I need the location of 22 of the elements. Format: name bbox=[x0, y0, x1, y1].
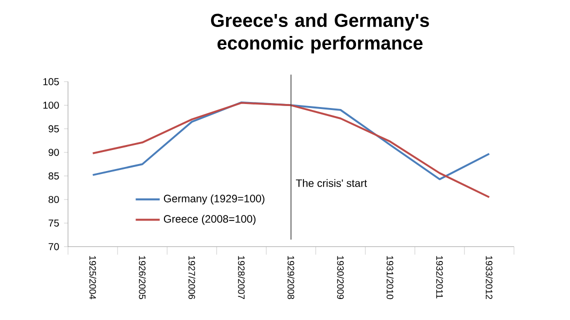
x-tick-label: 1928/2007 bbox=[238, 256, 245, 300]
x-tick-label: 1932/2011 bbox=[436, 256, 444, 298]
y-tick-label: 105 bbox=[43, 78, 59, 86]
x-tick-label: 1933/2012 bbox=[486, 256, 493, 300]
x-tick-label: 1931/2010 bbox=[386, 256, 394, 300]
y-tick-label: 85 bbox=[48, 172, 59, 180]
x-tick-label: 1930/2009 bbox=[337, 256, 344, 300]
chart-title: Greece's and Germany's economic performance bbox=[211, 13, 429, 54]
y-tick-label: 100 bbox=[43, 102, 59, 109]
x-tick-label: 1926/2005 bbox=[138, 256, 146, 300]
x-tick-label: 1925/2004 bbox=[89, 256, 96, 300]
y-tick-label: 70 bbox=[48, 243, 59, 250]
y-tick-label: 95 bbox=[48, 125, 59, 132]
y-tick-label: 80 bbox=[48, 196, 59, 204]
x-tick-label: 1929/2008 bbox=[288, 256, 294, 300]
ref-line-label: The crisis' start bbox=[296, 179, 367, 187]
x-tick-label: 1927/2006 bbox=[188, 256, 196, 300]
y-tick-label: 90 bbox=[48, 148, 59, 156]
legend-label: Germany (1929=100) bbox=[164, 194, 264, 204]
legend-label: Greece (2008=100) bbox=[164, 214, 256, 225]
line-series bbox=[92, 101, 490, 180]
y-tick-label: 75 bbox=[48, 220, 59, 227]
